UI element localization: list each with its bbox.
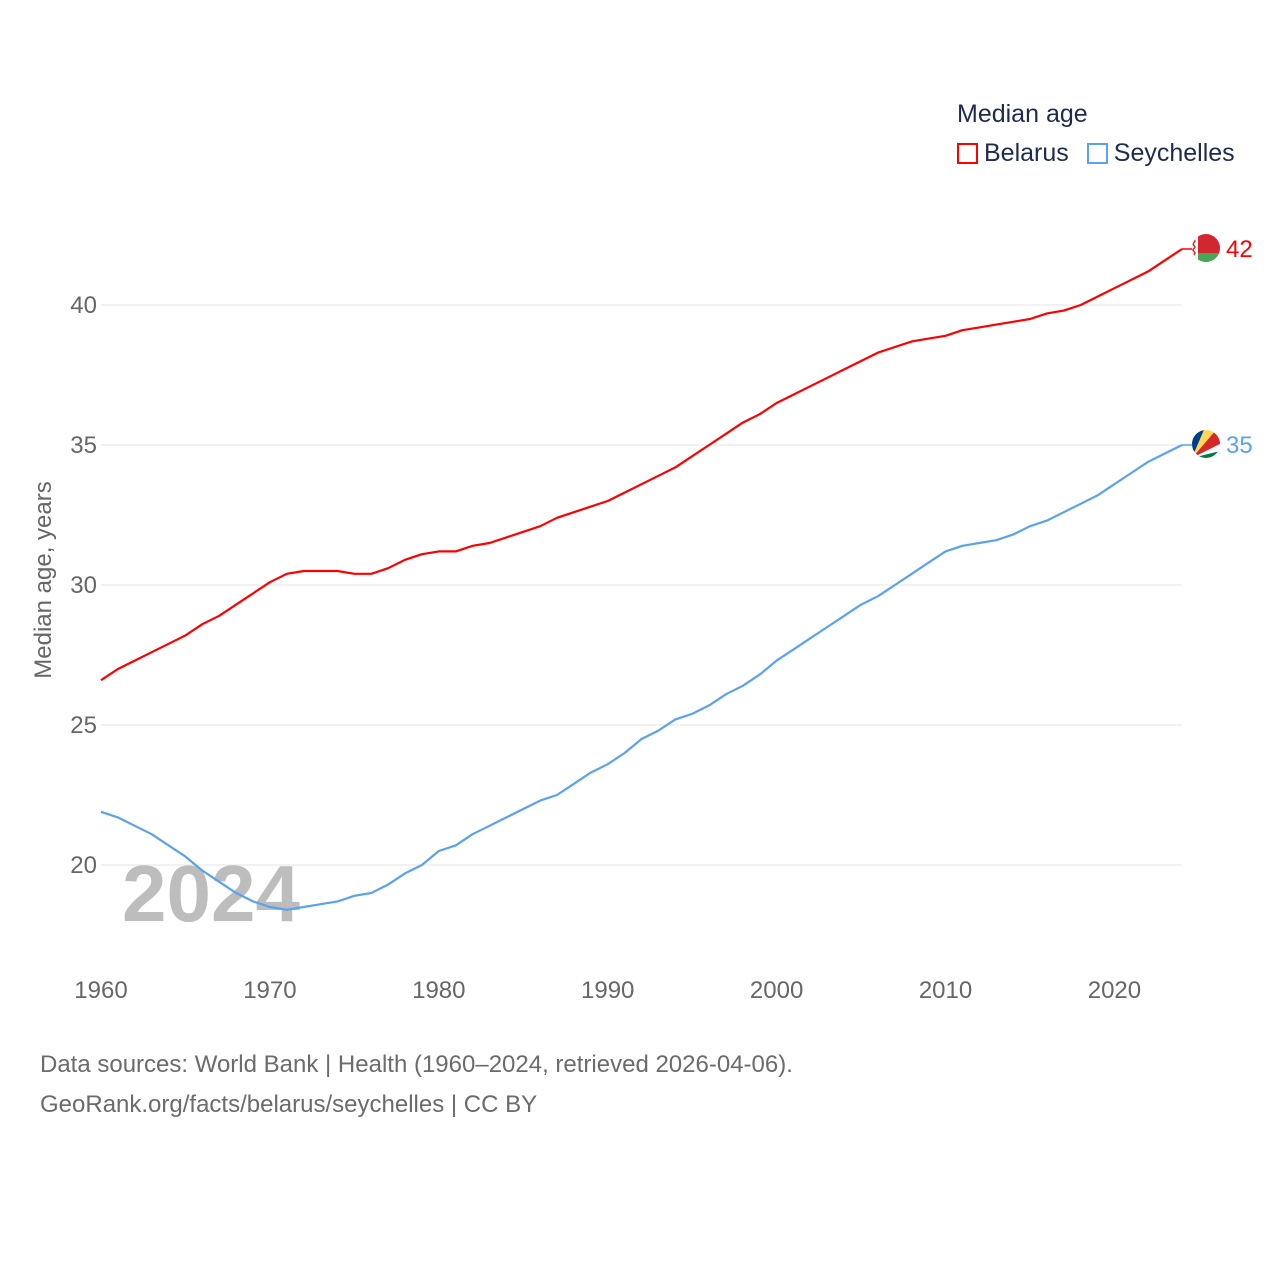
line-seychelles [100, 444, 1183, 911]
gridlines [101, 304, 1182, 866]
source-link[interactable]: GeoRank.org/facts/belarus/seychelles | C… [40, 1091, 538, 1118]
y-tick-label: 20 [70, 852, 97, 879]
footer: Data sources: World Bank | Health (1960–… [40, 1045, 793, 1125]
x-tick-label: 1980 [412, 977, 465, 1004]
y-tick-label: 25 [70, 712, 97, 739]
year-watermark: 2024 [122, 849, 300, 938]
legend-item-belarus[interactable]: Belarus [957, 139, 1069, 168]
legend-label-belarus: Belarus [984, 139, 1069, 167]
x-axis: 1960 1970 1980 1990 2000 2010 2020 [74, 977, 1141, 1004]
y-tick-label: 35 [70, 432, 97, 459]
belarus-flag-icon [1192, 234, 1220, 262]
data-source-text: Data sources: World Bank | Health (1960–… [40, 1051, 793, 1078]
y-axis-label: Median age, years [30, 481, 57, 678]
end-labels: 42 35 [1226, 236, 1253, 459]
x-tick-label: 2010 [919, 977, 972, 1004]
end-label-seychelles: 35 [1226, 432, 1253, 459]
x-tick-label: 1970 [243, 977, 296, 1004]
x-tick-label: 1960 [74, 977, 127, 1004]
end-label-belarus: 42 [1226, 236, 1253, 263]
legend: Median age Belarus Seychelles [957, 100, 1235, 168]
series-lines [100, 248, 1192, 911]
legend-item-seychelles[interactable]: Seychelles [1086, 139, 1235, 168]
legend-swatch-belarus [957, 143, 978, 164]
line-belarus [100, 248, 1183, 682]
legend-title: Median age [957, 100, 1088, 128]
y-tick-label: 40 [70, 292, 97, 319]
legend-label-seychelles: Seychelles [1113, 139, 1235, 167]
x-tick-label: 1990 [581, 977, 634, 1004]
y-tick-label: 30 [70, 572, 97, 599]
legend-swatch-seychelles [1086, 143, 1108, 164]
x-tick-label: 2000 [750, 977, 803, 1004]
x-tick-label: 2020 [1088, 977, 1141, 1004]
seychelles-flag-icon [1192, 430, 1220, 458]
y-axis: 20 25 30 35 40 [70, 292, 97, 879]
